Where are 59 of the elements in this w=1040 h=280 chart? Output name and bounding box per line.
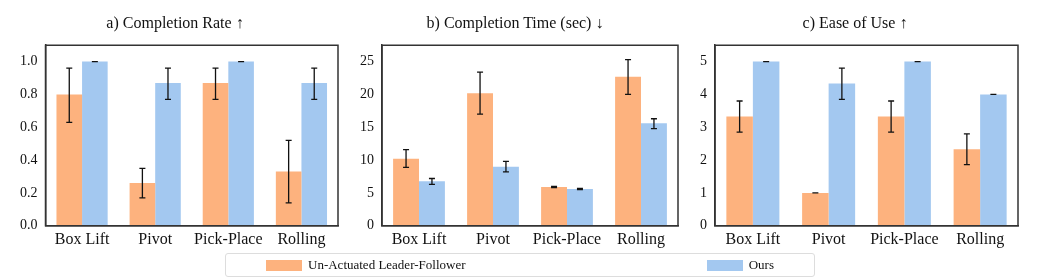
bar: [467, 93, 493, 226]
bar: [615, 76, 641, 226]
x-tick-label: Pivot: [476, 229, 511, 247]
y-tick-label: 5: [700, 53, 707, 69]
x-tick-label: Pick-Place: [194, 229, 263, 247]
chart-title: c) Ease of Use ↑: [802, 13, 908, 32]
legend-label: Ours: [748, 257, 774, 273]
bar: [828, 83, 856, 226]
x-tick-label: Pick-Place: [870, 229, 939, 247]
bar: [155, 82, 181, 226]
x-tick-label: Rolling: [956, 229, 1005, 248]
x-tick-label: Pivot: [138, 229, 173, 247]
y-tick-label: 1.0: [20, 53, 38, 69]
bar: [802, 192, 829, 226]
bar: [641, 123, 667, 226]
y-tick-label: 3: [700, 118, 707, 134]
bar: [301, 82, 328, 226]
y-tick-label: 5: [367, 184, 374, 200]
chart-title: a) Completion Rate ↑: [106, 13, 244, 32]
bar: [567, 189, 593, 226]
y-tick-label: 0.4: [20, 151, 38, 167]
x-tick-label: Pivot: [811, 229, 847, 247]
y-tick-label: 25: [360, 53, 374, 69]
x-tick-label: Box Lift: [725, 229, 781, 247]
x-tick-label: Rolling: [616, 229, 666, 248]
bar: [904, 61, 931, 226]
x-tick-label: Pick-Place: [532, 229, 602, 247]
bar: [129, 183, 156, 226]
bar: [228, 61, 254, 226]
x-tick-label: Rolling: [277, 229, 326, 248]
y-tick-label: 1: [700, 184, 707, 200]
y-tick-label: 20: [360, 86, 374, 102]
bar: [980, 94, 1007, 226]
y-tick-label: 10: [360, 151, 374, 167]
bar: [541, 187, 567, 226]
chart-title: b) Completion Time (sec) ↓: [426, 13, 604, 32]
y-tick-label: 0.0: [20, 217, 38, 233]
y-tick-label: 2: [700, 151, 707, 167]
y-tick-label: 0.6: [20, 118, 38, 134]
legend-label: Un-Actuated Leader-Follower: [308, 257, 466, 273]
y-tick-label: 15: [360, 118, 374, 134]
bar: [82, 61, 108, 226]
y-tick-label: 0.8: [20, 86, 38, 102]
x-tick-label: Box Lift: [391, 229, 447, 247]
bar: [419, 181, 445, 226]
x-tick-label: Box Lift: [54, 229, 110, 247]
bar: [752, 61, 780, 226]
y-tick-label: 4: [700, 86, 707, 102]
bar: [275, 171, 302, 226]
bar: [202, 82, 229, 226]
y-tick-label: 0: [367, 217, 374, 233]
bar: [726, 116, 753, 226]
bar: [393, 158, 419, 226]
bar: [877, 116, 905, 226]
y-tick-label: 0.2: [20, 184, 38, 200]
y-tick-label: 0: [700, 217, 707, 233]
bar: [493, 166, 519, 226]
bar: [56, 94, 83, 226]
bar: [953, 149, 981, 226]
